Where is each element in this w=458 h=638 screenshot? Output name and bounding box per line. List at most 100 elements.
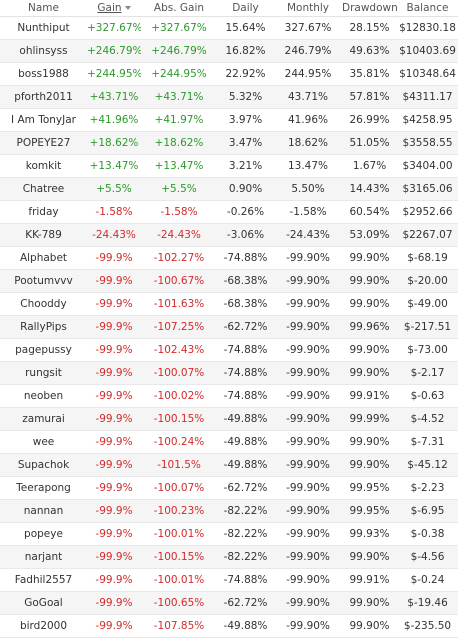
cell-monthly: -99.90% xyxy=(274,246,342,270)
cell-balance: $-0.38 xyxy=(397,522,458,546)
sort-descending-icon xyxy=(124,6,131,10)
table-row[interactable]: friday -1.58% -1.58% -0.26% -1.58% 60.54% $295… xyxy=(0,200,458,224)
header-abs-gain-label: Abs. Gain xyxy=(153,2,205,14)
cell-abs-gain: -101.5% xyxy=(141,453,217,477)
table-row[interactable]: ohlinsyss +246.79% +246.79% 16.82% 246.79% 49… xyxy=(0,39,458,63)
cell-abs-gain: -100.23% xyxy=(141,499,217,523)
cell-monthly: -99.90% xyxy=(274,499,342,523)
table-row[interactable]: Teerapong -99.9% -100.07% -62.72% -99.90% 99.… xyxy=(0,476,458,500)
cell-daily: 15.64% xyxy=(217,16,274,40)
table-row[interactable]: Pootumvvv -99.9% -100.67% -68.38% -99.90% 99.… xyxy=(0,269,458,293)
header-name-label: Name xyxy=(28,2,59,14)
cell-drawdown: 26.99% xyxy=(342,108,397,132)
table-row[interactable]: KK-789 -24.43% -24.43% -3.06% -24.43% 53.09% $… xyxy=(0,223,458,247)
header-drawdown[interactable]: Drawdown xyxy=(342,0,398,17)
cell-drawdown: 49.63% xyxy=(342,39,397,63)
cell-daily: -74.88% xyxy=(217,246,274,270)
cell-name: boss1988 xyxy=(0,62,87,86)
cell-monthly: -99.90% xyxy=(274,361,342,385)
header-abs-gain[interactable]: Abs. Gain xyxy=(141,0,217,17)
cell-balance: $-4.56 xyxy=(397,545,458,569)
cell-daily: -62.72% xyxy=(217,591,274,615)
table-row[interactable]: komkit +13.47% +13.47% 3.21% 13.47% 1.67% $340… xyxy=(0,154,458,178)
cell-balance: $3165.06 xyxy=(397,177,458,201)
cell-monthly: -99.90% xyxy=(274,338,342,362)
cell-name: narjant xyxy=(0,545,87,569)
table-row[interactable]: GoGoal -99.9% -100.65% -62.72% -99.90% 99.90%… xyxy=(0,591,458,615)
cell-monthly: 43.71% xyxy=(274,85,342,109)
cell-gain: +246.79% xyxy=(87,39,141,63)
cell-gain: -99.9% xyxy=(87,338,141,362)
cell-name: Chatree xyxy=(0,177,87,201)
cell-name: Pootumvvv xyxy=(0,269,87,293)
cell-name: GoGoal xyxy=(0,591,87,615)
header-monthly[interactable]: Monthly xyxy=(274,0,342,17)
table-row[interactable]: popeye -99.9% -100.01% -82.22% -99.90% 99.93%… xyxy=(0,522,458,546)
cell-gain: -24.43% xyxy=(87,223,141,247)
header-gain[interactable]: Gain xyxy=(87,0,141,17)
cell-name: Chooddy xyxy=(0,292,87,316)
cell-monthly: -1.58% xyxy=(274,200,342,224)
table-row[interactable]: zamurai -99.9% -100.15% -49.88% -99.90% 99.99… xyxy=(0,407,458,431)
cell-monthly: -24.43% xyxy=(274,223,342,247)
cell-monthly: 13.47% xyxy=(274,154,342,178)
table-row[interactable]: pagepussy -99.9% -102.43% -74.88% -99.90% 99.… xyxy=(0,338,458,362)
table-row[interactable]: nannan -99.9% -100.23% -82.22% -99.90% 99.95%… xyxy=(0,499,458,523)
cell-balance: $-19.46 xyxy=(397,591,458,615)
cell-gain: -99.9% xyxy=(87,269,141,293)
cell-monthly: -99.90% xyxy=(274,522,342,546)
cell-name: Nunthiput xyxy=(0,16,87,40)
cell-daily: -82.22% xyxy=(217,499,274,523)
cell-monthly: -99.90% xyxy=(274,315,342,339)
table-row[interactable]: POPEYE27 +18.62% +18.62% 3.47% 18.62% 51.05% $… xyxy=(0,131,458,155)
cell-drawdown: 53.09% xyxy=(342,223,397,247)
cell-balance: $-0.24 xyxy=(397,568,458,592)
table-row[interactable]: neoben -99.9% -100.02% -74.88% -99.90% 99.91%… xyxy=(0,384,458,408)
table-row[interactable]: Chooddy -99.9% -101.63% -68.38% -99.90% 99.90… xyxy=(0,292,458,316)
cell-monthly: 18.62% xyxy=(274,131,342,155)
cell-abs-gain: -100.02% xyxy=(141,384,217,408)
cell-name: rungsit xyxy=(0,361,87,385)
cell-daily: -68.38% xyxy=(217,269,274,293)
table-row[interactable]: Fadhil2557 -99.9% -100.01% -74.88% -99.90% 99… xyxy=(0,568,458,592)
table-row[interactable]: I Am TonyJar +41.96% +41.97% 3.97% 41.96% 26.… xyxy=(0,108,458,132)
header-daily[interactable]: Daily xyxy=(217,0,274,17)
cell-abs-gain: -100.07% xyxy=(141,476,217,500)
table-row[interactable]: bird2000 -99.9% -107.85% -49.88% -99.90% 99.9… xyxy=(0,614,458,638)
cell-abs-gain: +5.5% xyxy=(141,177,217,201)
cell-drawdown: 99.90% xyxy=(342,338,397,362)
cell-balance: $-73.00 xyxy=(397,338,458,362)
cell-gain: -99.9% xyxy=(87,499,141,523)
cell-daily: 22.92% xyxy=(217,62,274,86)
cell-balance: $-45.12 xyxy=(397,453,458,477)
table-row[interactable]: pforth2011 +43.71% +43.71% 5.32% 43.71% 57.81… xyxy=(0,85,458,109)
table-body: Nunthiput +327.67% +327.67% 15.64% 327.67% 28… xyxy=(0,16,458,638)
header-balance[interactable]: Balance xyxy=(397,0,458,17)
cell-monthly: -99.90% xyxy=(274,453,342,477)
table-row[interactable]: rungsit -99.9% -100.07% -74.88% -99.90% 99.90… xyxy=(0,361,458,385)
cell-daily: 3.21% xyxy=(217,154,274,178)
cell-balance: $-4.52 xyxy=(397,407,458,431)
table-row[interactable]: Chatree +5.5% +5.5% 0.90% 5.50% 14.43% $3165.0… xyxy=(0,177,458,201)
cell-monthly: -99.90% xyxy=(274,269,342,293)
cell-daily: -82.22% xyxy=(217,545,274,569)
cell-balance: $-217.51 xyxy=(397,315,458,339)
cell-gain: +327.67% xyxy=(87,16,141,40)
table-row[interactable]: Nunthiput +327.67% +327.67% 15.64% 327.67% 28… xyxy=(0,16,458,40)
cell-drawdown: 99.90% xyxy=(342,545,397,569)
table-row[interactable]: Supachok -99.9% -101.5% -49.88% -99.90% 99.90… xyxy=(0,453,458,477)
cell-name: komkit xyxy=(0,154,87,178)
table-row[interactable]: Alphabet -99.9% -102.27% -74.88% -99.90% 99.9… xyxy=(0,246,458,270)
table-row[interactable]: boss1988 +244.95% +244.95% 22.92% 244.95% 35.… xyxy=(0,62,458,86)
table-row[interactable]: narjant -99.9% -100.15% -82.22% -99.90% 99.90… xyxy=(0,545,458,569)
cell-abs-gain: -24.43% xyxy=(141,223,217,247)
table-row[interactable]: wee -99.9% -100.24% -49.88% -99.90% 99.90% $-7… xyxy=(0,430,458,454)
cell-name: popeye xyxy=(0,522,87,546)
header-name[interactable]: Name xyxy=(0,0,87,17)
cell-abs-gain: -100.65% xyxy=(141,591,217,615)
cell-monthly: 244.95% xyxy=(274,62,342,86)
cell-abs-gain: -107.25% xyxy=(141,315,217,339)
cell-gain: -99.9% xyxy=(87,407,141,431)
cell-balance: $-235.50 xyxy=(397,614,458,638)
table-row[interactable]: RallyPips -99.9% -107.25% -62.72% -99.90% 99.… xyxy=(0,315,458,339)
